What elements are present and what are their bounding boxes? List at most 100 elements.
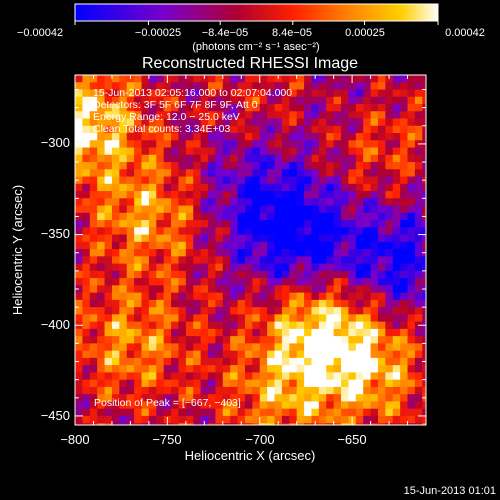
heatmap-cell (267, 314, 276, 323)
heatmap-cell (237, 212, 247, 222)
heatmap-cell (296, 343, 306, 352)
heatmap-cell (134, 176, 143, 186)
heatmap-cell (363, 256, 372, 265)
heatmap-cell (230, 169, 239, 178)
heatmap-cell (318, 183, 328, 193)
heatmap-cell (311, 256, 321, 265)
heatmap-cell (193, 321, 202, 331)
heatmap-cell (326, 111, 335, 120)
heatmap-cell (363, 169, 372, 178)
heatmap-cell (237, 263, 247, 273)
heatmap-cell (414, 96, 424, 106)
heatmap-cell (185, 104, 195, 113)
heatmap-cell (267, 162, 276, 171)
heatmap-cell (363, 423, 372, 425)
heatmap-cell (178, 220, 188, 229)
heatmap-cell (171, 212, 180, 222)
heatmap-cell (355, 336, 365, 345)
heatmap-cell (341, 205, 350, 215)
heatmap-cell (156, 263, 165, 273)
heatmap-cell (97, 154, 106, 164)
heatmap-cell (208, 191, 217, 200)
heatmap-cell (281, 183, 291, 193)
heatmap-cell (259, 292, 269, 302)
heatmap-cell (222, 191, 232, 200)
heatmap-cell (134, 104, 143, 113)
heatmap-cell (193, 89, 202, 99)
heatmap-cell (422, 379, 426, 389)
heatmap-cell (348, 256, 358, 265)
heatmap-cell (392, 183, 402, 193)
heatmap-cell (385, 379, 394, 389)
heatmap-cell (304, 292, 313, 302)
heatmap-cell (289, 169, 298, 178)
heatmap-cell (185, 227, 195, 236)
heatmap-cell (126, 336, 136, 345)
heatmap-cell (304, 154, 313, 164)
heatmap-cell (392, 328, 402, 338)
heatmap-cell (355, 285, 365, 294)
heatmap-cell (148, 415, 158, 425)
heatmap-cell (385, 314, 394, 323)
heatmap-cell (89, 394, 99, 403)
heatmap-cell (237, 256, 247, 265)
heatmap-cell (326, 205, 335, 215)
heatmap-cell (274, 285, 284, 294)
heatmap-cell (200, 321, 210, 331)
heatmap-cell (222, 198, 232, 207)
heatmap-cell (348, 82, 358, 91)
heatmap-cell (304, 350, 313, 360)
heatmap-cell (377, 256, 387, 265)
heatmap-cell (208, 96, 217, 106)
heatmap-cell (259, 307, 269, 316)
heatmap-cell (82, 147, 91, 157)
heatmap-cell (252, 292, 261, 302)
heatmap-cell (407, 147, 417, 157)
heatmap-cell (97, 205, 106, 215)
heatmap-cell (377, 249, 387, 258)
heatmap-cell (289, 162, 298, 171)
heatmap-cell (311, 285, 321, 294)
heatmap-cell (281, 227, 291, 236)
colorbar-ticks (74, 21, 439, 25)
heatmap-cell (304, 75, 313, 84)
heatmap-cell (141, 386, 151, 396)
heatmap-cell (148, 140, 158, 149)
heatmap-cell (377, 350, 387, 360)
heatmap-cell (311, 307, 321, 316)
heatmap-cell (244, 401, 254, 411)
heatmap-cell (111, 227, 121, 236)
heatmap-cell (311, 205, 321, 215)
heatmap-cell (281, 423, 291, 425)
heatmap-cell (392, 140, 402, 149)
heatmap-cell (163, 104, 173, 113)
heatmap-cell (126, 227, 136, 236)
heatmap-cell (385, 423, 394, 425)
heatmap-cell (104, 249, 114, 258)
heatmap-cell (377, 336, 387, 345)
heatmap-cell (318, 379, 328, 389)
heatmap-cell (200, 154, 210, 164)
heatmap-cell (126, 183, 136, 193)
heatmap-cell (392, 263, 402, 273)
heatmap-cell (89, 314, 99, 323)
heatmap-cell (75, 104, 84, 113)
heatmap-cell (215, 140, 224, 149)
heatmap-cell (185, 314, 195, 323)
heatmap-cell (171, 256, 180, 265)
heatmap-cell (97, 118, 106, 128)
heatmap-cell (289, 379, 298, 389)
heatmap-cell (289, 394, 298, 403)
heatmap-cell (119, 82, 128, 91)
heatmap-cell (281, 299, 291, 309)
heatmap-cell (363, 292, 372, 302)
heatmap-cell (200, 162, 210, 171)
heatmap-cell (304, 169, 313, 178)
heatmap-cell (75, 140, 84, 149)
heatmap-cell (267, 104, 276, 113)
heatmap-cell (82, 118, 91, 128)
heatmap-cell (414, 379, 424, 389)
heatmap-cell (163, 307, 173, 316)
heatmap-cell (97, 82, 106, 91)
heatmap-cell (326, 270, 335, 280)
